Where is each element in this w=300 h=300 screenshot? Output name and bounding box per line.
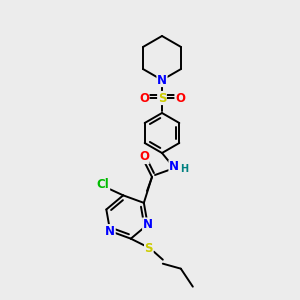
Text: H: H — [180, 164, 188, 174]
Text: S: S — [145, 242, 153, 255]
Text: O: O — [139, 92, 149, 104]
Text: S: S — [158, 92, 166, 104]
Text: N: N — [169, 160, 179, 173]
Text: O: O — [175, 92, 185, 104]
Text: N: N — [105, 225, 115, 238]
Text: N: N — [143, 218, 153, 231]
Text: Cl: Cl — [97, 178, 110, 191]
Text: O: O — [139, 151, 149, 164]
Text: N: N — [157, 74, 167, 86]
